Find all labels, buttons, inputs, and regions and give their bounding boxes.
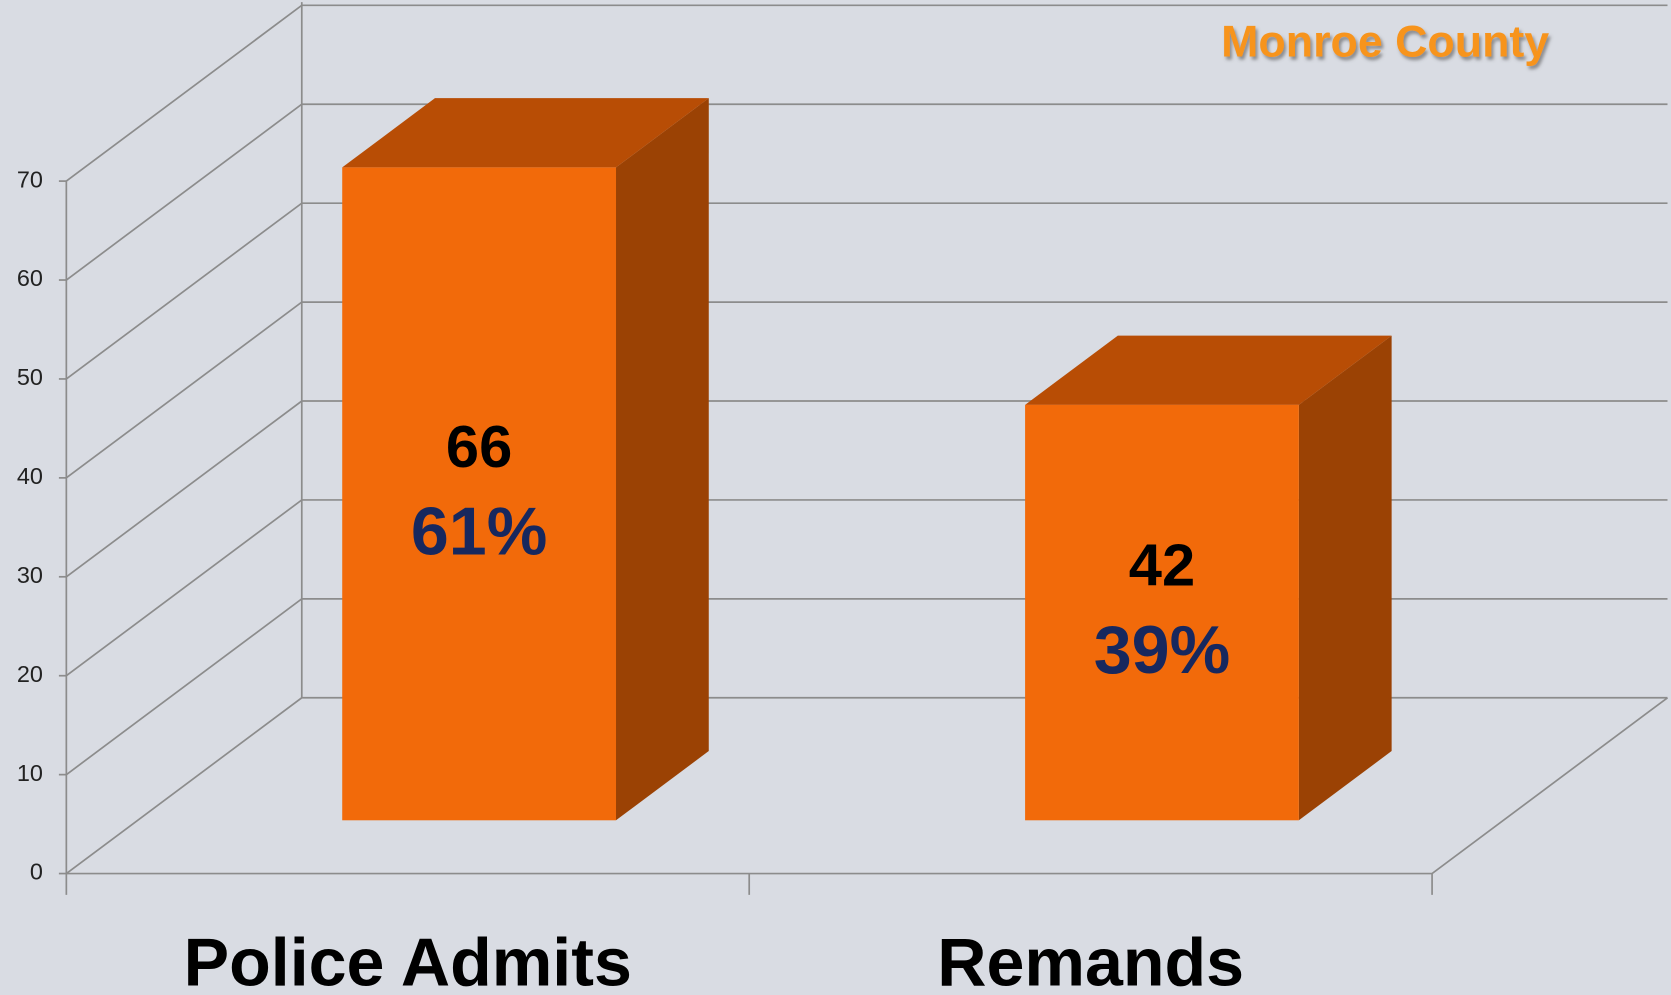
- x-tick-label: Police Admits: [184, 924, 632, 995]
- value-label: 66: [446, 413, 512, 480]
- y-tick-label: 60: [17, 265, 43, 291]
- y-tick-label: 20: [17, 661, 43, 687]
- y-tick-label: 70: [17, 166, 43, 192]
- bar-top: [1025, 335, 1392, 405]
- y-tick-label: 40: [17, 463, 43, 489]
- value-label: 42: [1129, 532, 1195, 599]
- share-label: 61%: [411, 493, 547, 569]
- bar-side: [616, 98, 709, 821]
- x-tick-label: Remands: [937, 924, 1244, 995]
- grid-line: [65, 103, 1668, 281]
- bar-side: [1298, 335, 1392, 821]
- bar-front: [342, 167, 617, 821]
- chart-title: Monroe County: [1221, 17, 1549, 67]
- grid-line: [65, 301, 1668, 479]
- grid-line: [65, 202, 1668, 380]
- share-label: 39%: [1094, 612, 1230, 688]
- y-tick-label: 30: [17, 562, 43, 588]
- y-tick-label: 10: [17, 760, 43, 786]
- bar-front: [1025, 404, 1299, 821]
- y-tick-label: 0: [30, 859, 43, 885]
- bar: [1025, 335, 1392, 821]
- grid-line: [65, 4, 1668, 182]
- bar-top: [342, 98, 709, 168]
- y-tick-label: 50: [17, 364, 43, 390]
- bar: [342, 98, 709, 821]
